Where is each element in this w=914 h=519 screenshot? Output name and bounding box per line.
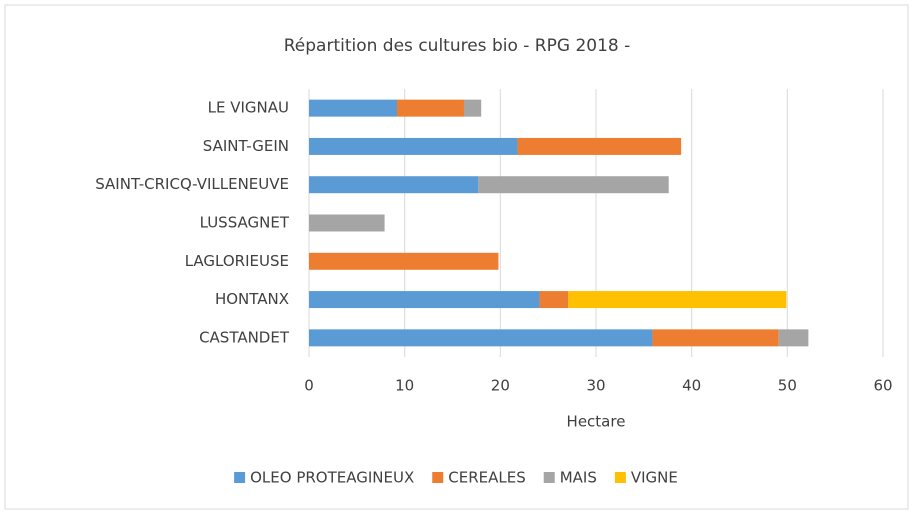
chart-title: Répartition des cultures bio - RPG 2018 …: [284, 36, 631, 56]
bar: [517, 137, 682, 155]
legend-swatch: [614, 472, 626, 483]
y-tick-label: SAINT-CRICQ-VILLENEUVE: [95, 175, 289, 193]
legend-swatch: [432, 472, 444, 483]
y-tick-label: HONTANX: [215, 290, 289, 308]
x-tick-label: 50: [778, 377, 797, 395]
legend-label: MAIS: [560, 469, 597, 487]
legend-swatch: [234, 472, 246, 483]
bar: [652, 329, 779, 347]
bar: [309, 214, 385, 232]
bar: [309, 99, 398, 117]
legend-label: CEREALES: [448, 469, 525, 487]
bar: [309, 176, 479, 194]
x-tick-label: 40: [682, 377, 701, 395]
x-tick-label: 10: [395, 377, 414, 395]
x-tick-label: 30: [586, 377, 605, 395]
bar: [463, 99, 482, 117]
x-tick-label: 20: [491, 377, 510, 395]
bar: [568, 291, 787, 309]
x-tick-label: 0: [304, 377, 314, 395]
bar: [778, 329, 809, 347]
bar: [309, 291, 540, 309]
bar: [309, 137, 518, 155]
y-tick-label: LAGLORIEUSE: [185, 252, 289, 270]
legend-label: OLEO PROTEAGINEUX: [250, 469, 414, 487]
legend-label: VIGNE: [631, 469, 678, 487]
bar: [478, 176, 669, 194]
bar: [539, 291, 569, 309]
legend-swatch: [543, 472, 555, 483]
x-axis-label: Hectare: [567, 413, 626, 431]
y-tick-label: LE VIGNAU: [208, 99, 289, 117]
y-tick-label: LUSSAGNET: [200, 214, 290, 232]
y-tick-label: CASTANDET: [199, 328, 290, 346]
bar: [309, 252, 499, 270]
bar: [309, 329, 653, 347]
bar: [397, 99, 464, 117]
x-tick-label: 60: [873, 377, 892, 395]
y-tick-label: SAINT-GEIN: [203, 137, 289, 155]
